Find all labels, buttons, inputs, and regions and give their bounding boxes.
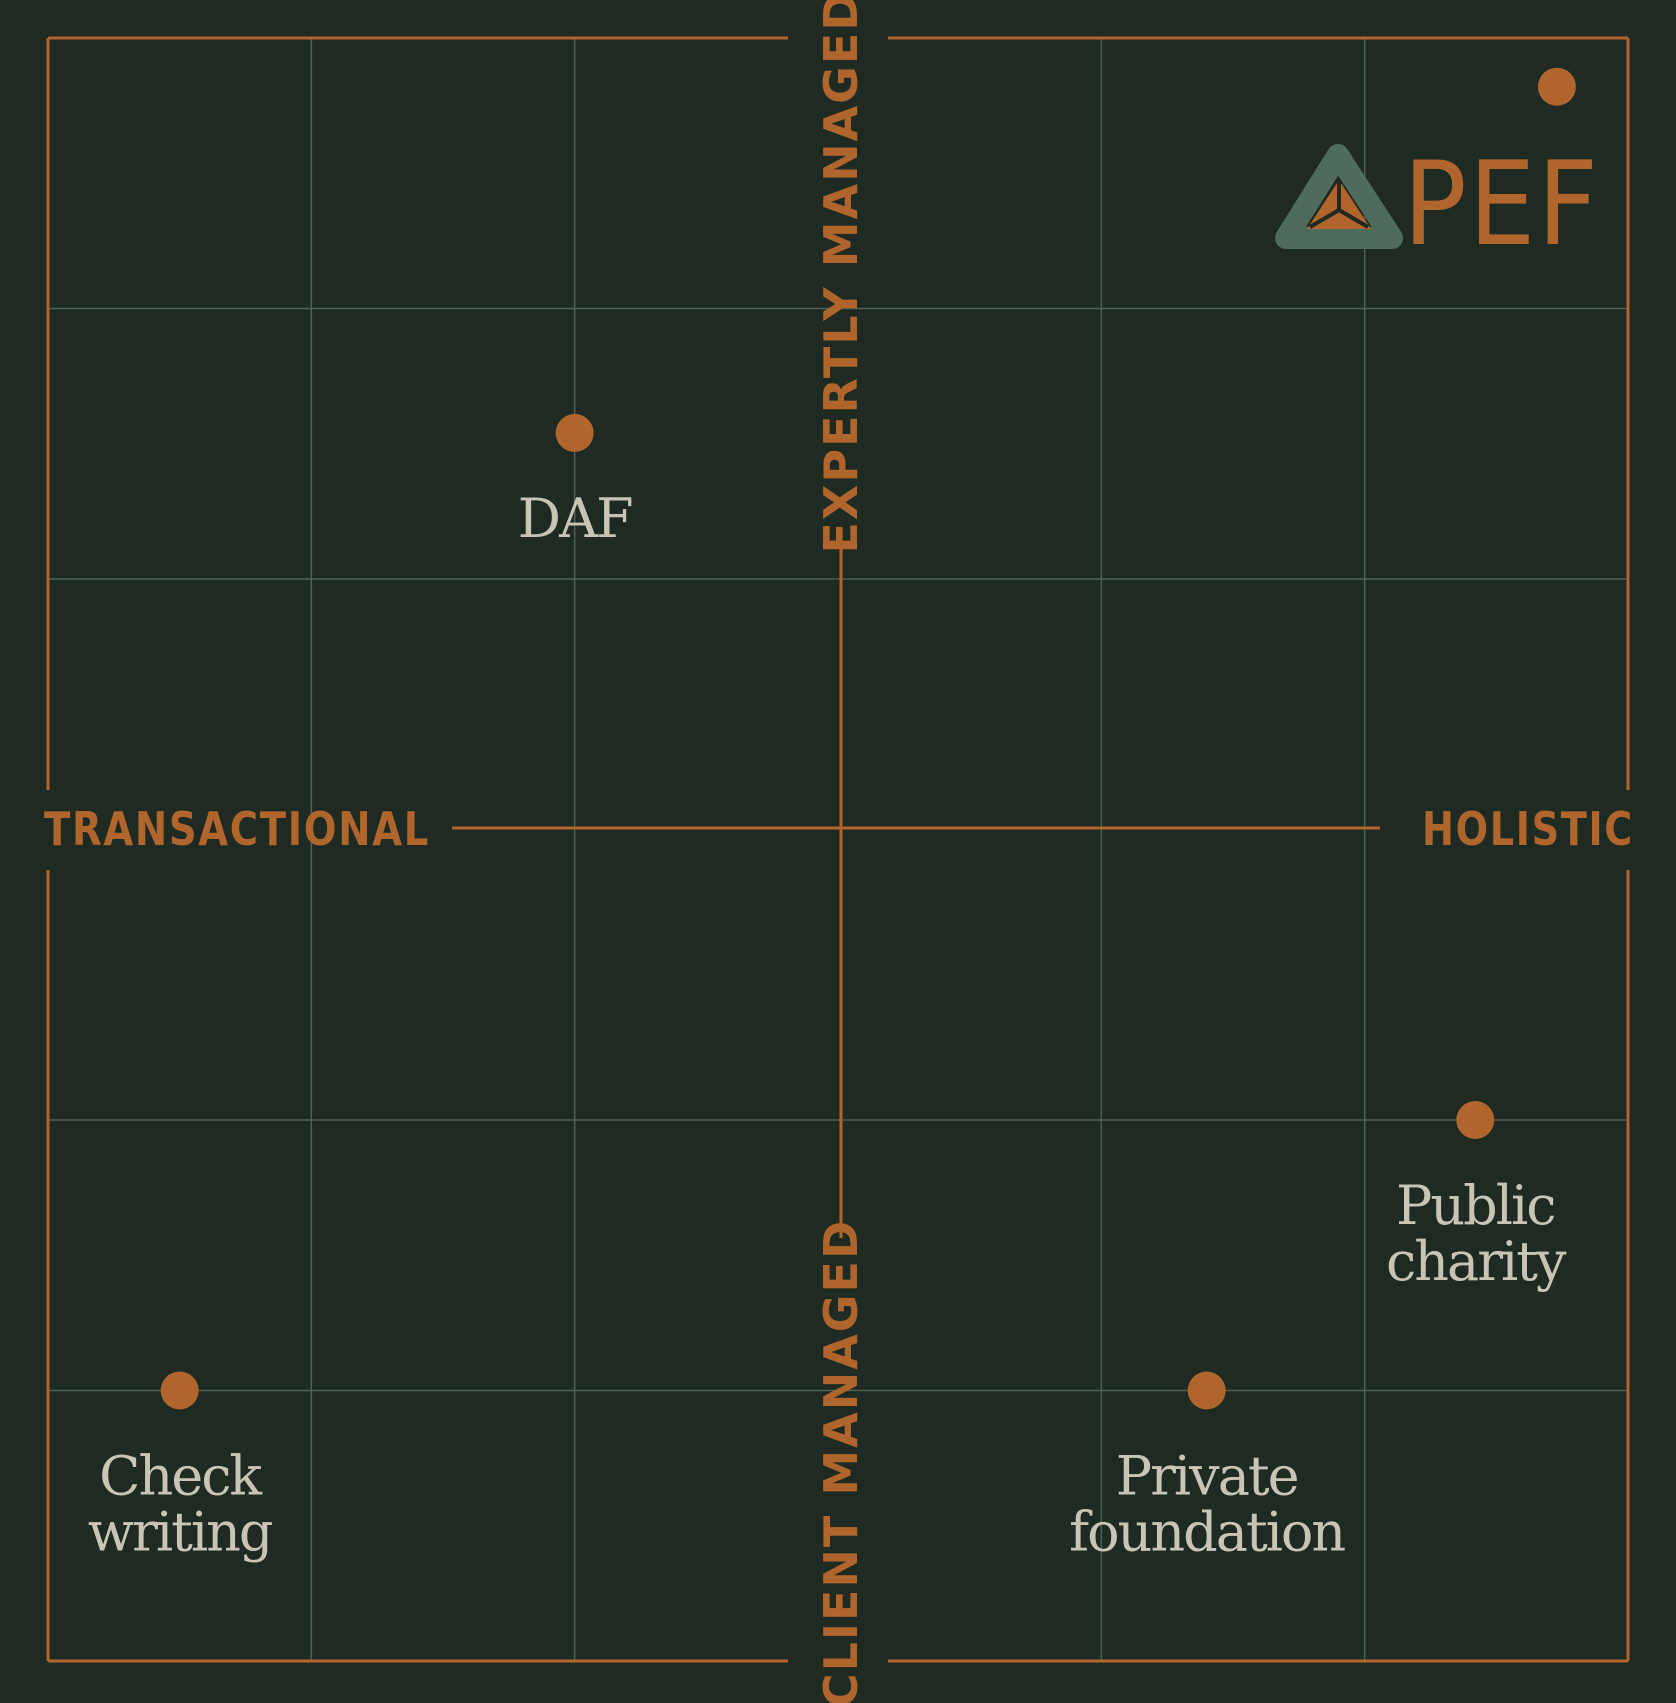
axes-lines xyxy=(452,532,1380,1238)
triangle-logo-icon xyxy=(1275,144,1403,249)
point-dot xyxy=(160,1371,199,1410)
axis-label-right: HOLISTIC xyxy=(1422,802,1634,856)
axis-label-bottom: CLIENT MANAGED xyxy=(814,1219,868,1703)
diagram-frame xyxy=(46,36,1630,1663)
point-dot xyxy=(555,413,594,452)
point-top-right-dot xyxy=(1537,67,1576,106)
point-label: Private xyxy=(1116,1445,1298,1508)
point-label: charity xyxy=(1386,1230,1567,1293)
point-dot xyxy=(1456,1101,1495,1139)
grid-lines xyxy=(48,38,1628,1661)
logo-text: PEF xyxy=(1403,137,1600,272)
point-label: DAF xyxy=(518,487,632,550)
point-label: Public xyxy=(1396,1174,1554,1237)
point-label: Check xyxy=(99,1445,263,1508)
axis-label-top: EXPERTLY MANAGED xyxy=(814,0,868,554)
axis-label-left: TRANSACTIONAL xyxy=(44,802,430,856)
point-label: foundation xyxy=(1069,1501,1345,1564)
point-dot xyxy=(1537,67,1576,106)
point-daf: DAF xyxy=(518,413,634,550)
point-dot xyxy=(1187,1371,1226,1410)
point-label: writing xyxy=(88,1501,272,1564)
pef-logo: PEF xyxy=(1275,137,1600,272)
